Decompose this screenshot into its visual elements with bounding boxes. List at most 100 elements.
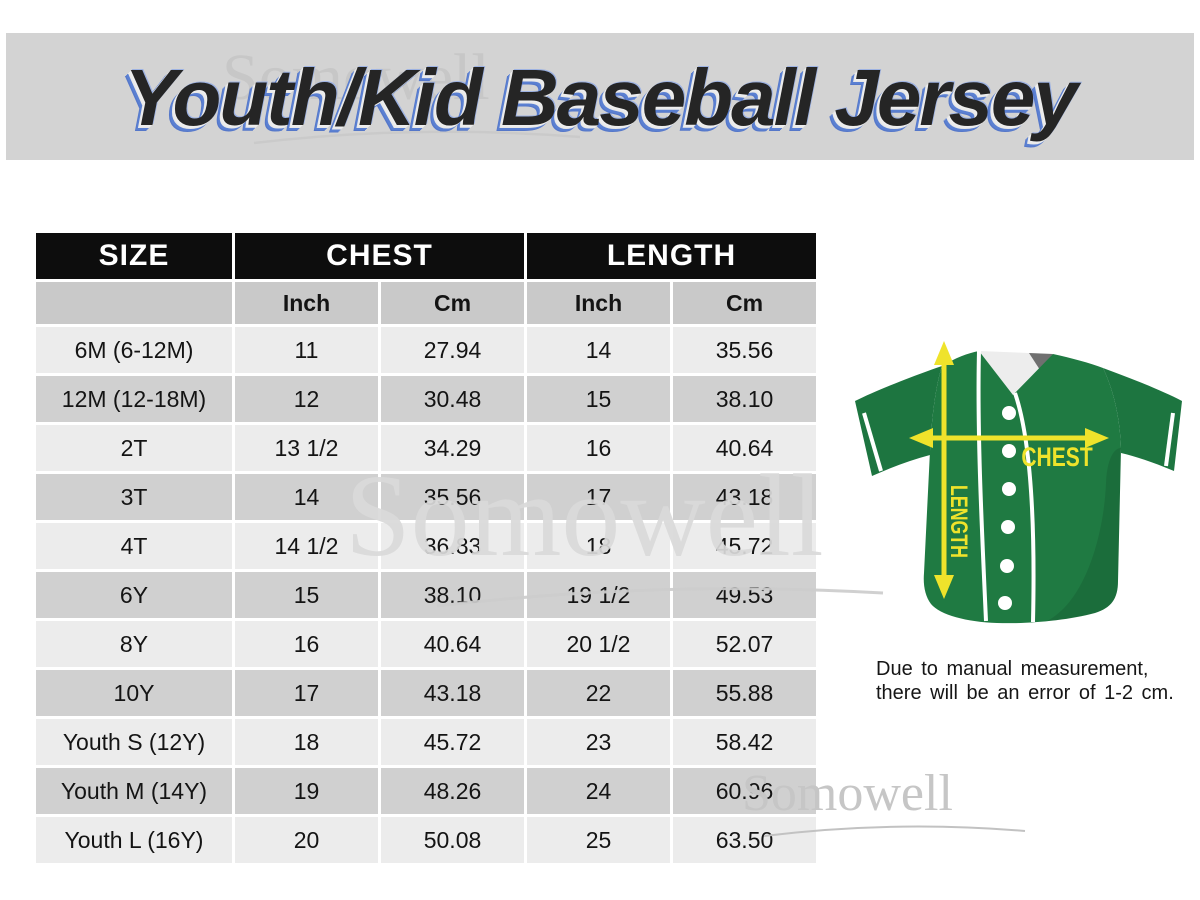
page-title: Youth/Kid Baseball Jersey (124, 53, 1078, 142)
chest-inch-cell: 18 (235, 719, 378, 765)
length-cm-cell: 35.56 (673, 327, 817, 373)
table-row: 4T 14 1/2 36.83 18 45.72 (36, 523, 817, 569)
length-inch-cell: 24 (527, 768, 670, 814)
length-inch-cell: 19 1/2 (527, 572, 670, 618)
left-sleeve-stripe (862, 412, 883, 472)
jersey-diagram: CHEST LENGTH (855, 341, 1182, 624)
length-inch-cell: 25 (527, 817, 670, 863)
table-row: 8Y 16 40.64 20 1/2 52.07 (36, 621, 817, 667)
left-sleeve (855, 366, 942, 476)
size-cell: 6Y (36, 572, 232, 618)
length-cm-cell: 60.96 (673, 768, 817, 814)
jersey-buttons (998, 406, 1016, 610)
length-cm-cell: 55.88 (673, 670, 817, 716)
table-row: 3T 14 35.56 17 43.18 (36, 474, 817, 520)
chest-cm-cell: 40.64 (381, 621, 524, 667)
size-cell: 8Y (36, 621, 232, 667)
length-inch-cell: 14 (527, 327, 670, 373)
chest-inch-cell: 16 (235, 621, 378, 667)
chest-inch-cell: 11 (235, 327, 378, 373)
chest-cm-cell: 50.08 (381, 817, 524, 863)
chest-cm-cell: 30.48 (381, 376, 524, 422)
length-cm-cell: 63.50 (673, 817, 817, 863)
chest-cm-cell: 43.18 (381, 670, 524, 716)
jersey-shading (1047, 448, 1121, 621)
size-cell: 12M (12-18M) (36, 376, 232, 422)
unit-header-chest-cm: Cm (381, 282, 524, 324)
note-line-1: Due to manual measurement, (876, 658, 1149, 680)
unit-header-length-cm: Cm (673, 282, 817, 324)
measurement-note: Due to manual measurement, there will be… (876, 657, 1176, 705)
chest-cm-cell: 35.56 (381, 474, 524, 520)
chest-label: CHEST (1021, 443, 1093, 473)
chest-inch-cell: 17 (235, 670, 378, 716)
unit-header-length-inch: Inch (527, 282, 670, 324)
table-row: 12M (12-18M) 12 30.48 15 38.10 (36, 376, 817, 422)
size-cell: Youth S (12Y) (36, 719, 232, 765)
column-header-length: LENGTH (527, 233, 817, 279)
chest-cm-cell: 34.29 (381, 425, 524, 471)
chest-cm-cell: 27.94 (381, 327, 524, 373)
collar-interior (979, 351, 1053, 395)
length-cm-cell: 52.07 (673, 621, 817, 667)
size-cell: 6M (6-12M) (36, 327, 232, 373)
unit-header-empty (36, 282, 232, 324)
chest-cm-cell: 45.72 (381, 719, 524, 765)
size-cell: Youth M (14Y) (36, 768, 232, 814)
jersey-body (923, 351, 1121, 624)
length-inch-cell: 17 (527, 474, 670, 520)
chest-inch-cell: 13 1/2 (235, 425, 378, 471)
size-cell: 4T (36, 523, 232, 569)
length-arrow (934, 341, 954, 599)
length-cm-cell: 40.64 (673, 425, 817, 471)
column-header-chest: CHEST (235, 233, 524, 279)
length-inch-cell: 18 (527, 523, 670, 569)
right-sleeve (1103, 368, 1182, 471)
chest-inch-cell: 14 (235, 474, 378, 520)
chest-inch-cell: 12 (235, 376, 378, 422)
length-inch-cell: 22 (527, 670, 670, 716)
table-row: 6M (6-12M) 11 27.94 14 35.56 (36, 327, 817, 373)
right-sleeve-stripe (1164, 412, 1175, 467)
size-cell: 2T (36, 425, 232, 471)
chest-cm-cell: 36.83 (381, 523, 524, 569)
size-cell: Youth L (16Y) (36, 817, 232, 863)
length-cm-cell: 49.53 (673, 572, 817, 618)
size-table: SIZE CHEST LENGTH Inch Cm Inch Cm 6M (6-… (33, 230, 820, 866)
chest-inch-cell: 14 1/2 (235, 523, 378, 569)
chest-arrow (909, 428, 1109, 448)
table-row: 2T 13 1/2 34.29 16 40.64 (36, 425, 817, 471)
length-cm-cell: 58.42 (673, 719, 817, 765)
table-row: Youth S (12Y) 18 45.72 23 58.42 (36, 719, 817, 765)
title-banner (6, 33, 1194, 160)
size-table-body: 6M (6-12M) 11 27.94 14 35.56 12M (12-18M) 12 30… (36, 327, 817, 863)
chest-cm-cell: 38.10 (381, 572, 524, 618)
header-row: SIZE CHEST LENGTH (36, 233, 817, 279)
table-row: Youth L (16Y) 20 50.08 25 63.50 (36, 817, 817, 863)
placket-piping-right (1013, 392, 1036, 623)
table-row: 10Y 17 43.18 22 55.88 (36, 670, 817, 716)
chest-inch-cell: 20 (235, 817, 378, 863)
length-cm-cell: 45.72 (673, 523, 817, 569)
length-cm-cell: 43.18 (673, 474, 817, 520)
length-inch-cell: 20 1/2 (527, 621, 670, 667)
size-table-head: SIZE CHEST LENGTH Inch Cm Inch Cm (36, 233, 817, 324)
placket-piping-left (976, 350, 988, 622)
length-inch-cell: 16 (527, 425, 670, 471)
length-cm-cell: 38.10 (673, 376, 817, 422)
table-row: 6Y 15 38.10 19 1/2 49.53 (36, 572, 817, 618)
chest-inch-cell: 15 (235, 572, 378, 618)
length-label: LENGTH (945, 485, 971, 558)
chest-cm-cell: 48.26 (381, 768, 524, 814)
collar-shadow (1029, 353, 1053, 370)
length-inch-cell: 15 (527, 376, 670, 422)
column-header-size: SIZE (36, 233, 232, 279)
unit-row: Inch Cm Inch Cm (36, 282, 817, 324)
size-cell: 3T (36, 474, 232, 520)
chest-inch-cell: 19 (235, 768, 378, 814)
unit-header-chest-inch: Inch (235, 282, 378, 324)
length-inch-cell: 23 (527, 719, 670, 765)
note-line-2: there will be an error of 1-2 cm. (876, 682, 1174, 704)
size-cell: 10Y (36, 670, 232, 716)
